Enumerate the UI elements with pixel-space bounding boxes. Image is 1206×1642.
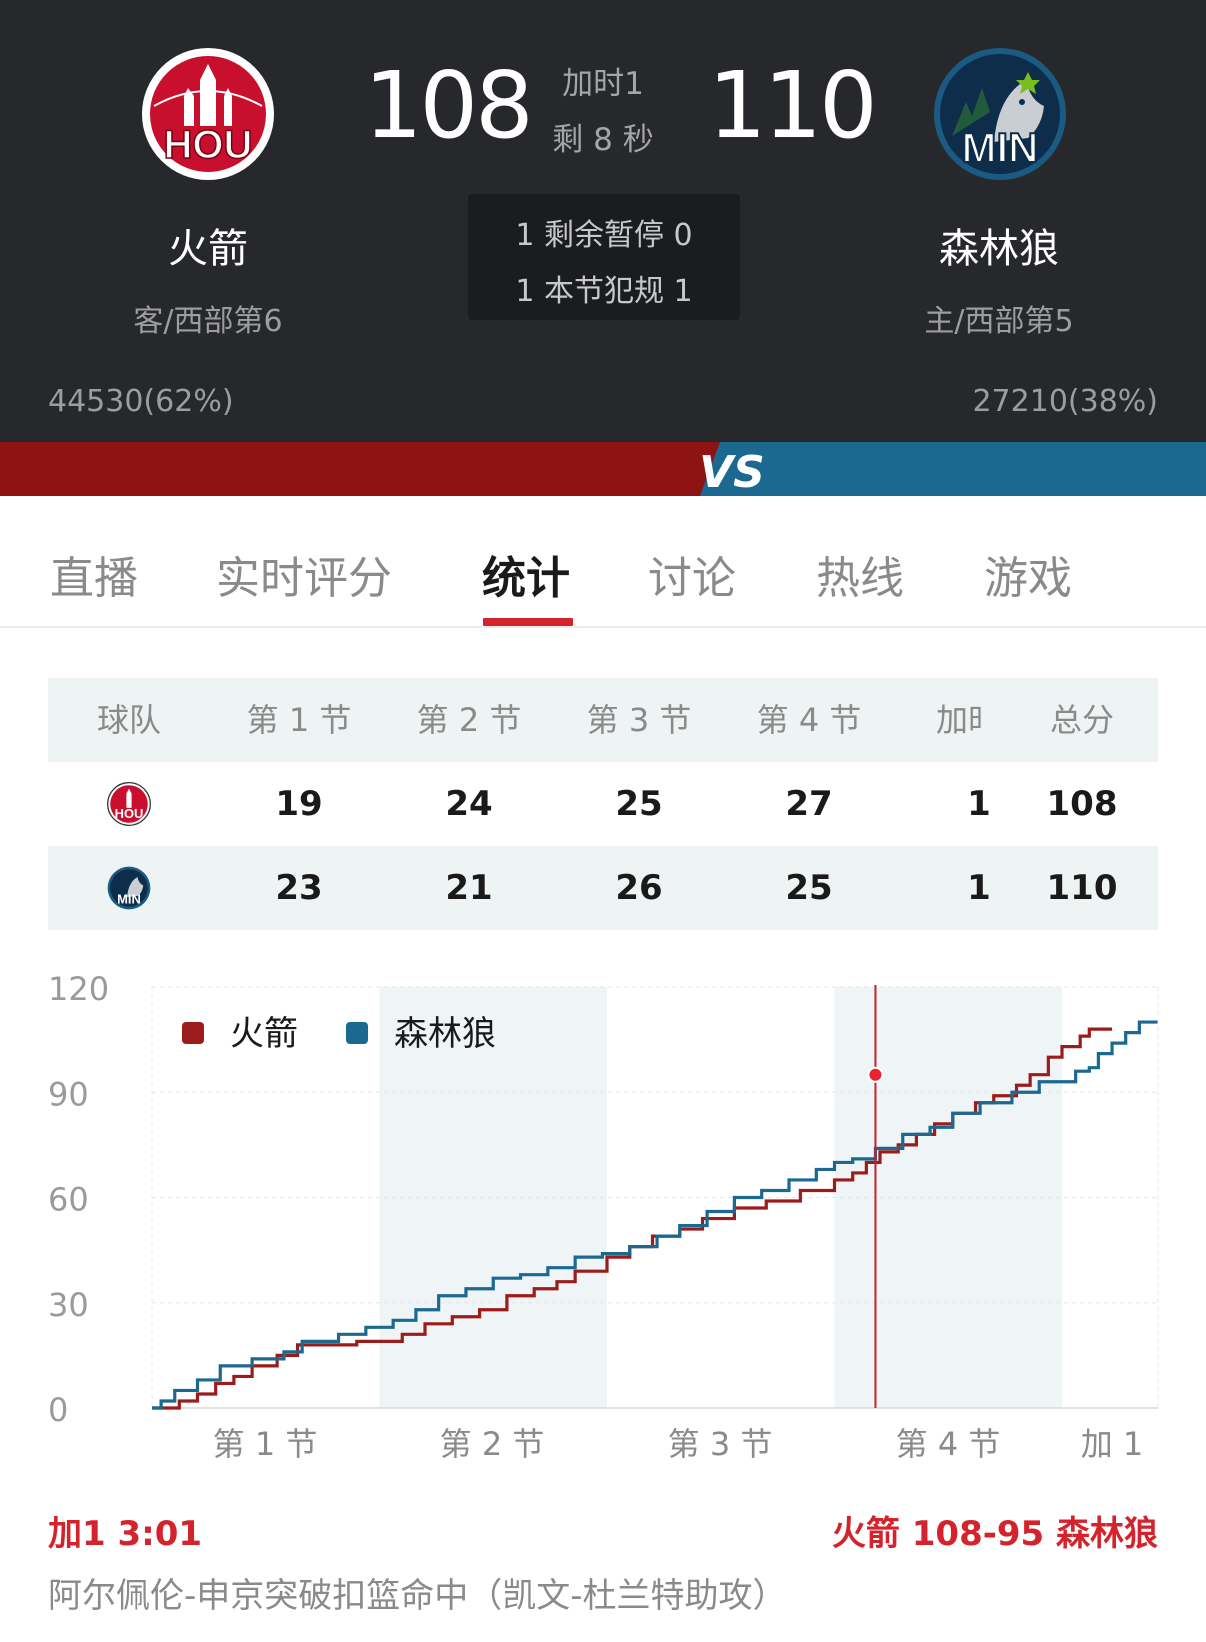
away-team-name[interactable]: 火箭 (168, 226, 248, 272)
timberwolves-logo-icon[interactable]: MIN (932, 46, 1068, 182)
svg-text:HOU: HOU (115, 806, 144, 821)
home-q1: 23 (275, 868, 323, 908)
away-q1: 19 (275, 784, 323, 824)
svg-text:HOU: HOU (164, 123, 253, 167)
period-label: 加时1 (562, 66, 644, 102)
away-team-standing: 客/西部第6 (133, 304, 283, 339)
x-period-label: 第 2 节 (440, 1425, 545, 1463)
x-period-label: 第 1 节 (213, 1425, 318, 1463)
y-tick-label: 120 (48, 970, 109, 1008)
rockets-mini-logo-icon: HOU (107, 782, 151, 826)
away-score: 108 (364, 52, 534, 159)
timberwolves-mini-logo-icon: MIN (107, 866, 151, 910)
home-total: 110 (1046, 868, 1118, 908)
away-ot: 1 (967, 784, 991, 824)
table-row: HOU 19 24 25 27 1 108 (48, 762, 1158, 846)
tab-discussion[interactable]: 讨论 (648, 553, 736, 604)
timberwolves-score-line (152, 1020, 1158, 1410)
x-period-label: 第 3 节 (668, 1425, 773, 1463)
active-tab-indicator (483, 618, 573, 626)
y-tick-label: 30 (48, 1286, 89, 1324)
tab-live[interactable]: 直播 (50, 553, 138, 604)
legend-swatch (346, 1022, 368, 1044)
home-score: 110 (708, 52, 878, 159)
x-period-label: 加 1 (1081, 1425, 1144, 1463)
header-q3: 第 3 节 (586, 701, 692, 739)
home-support-count[interactable]: 27210(38%) (972, 384, 1158, 419)
svg-text:MIN: MIN (117, 892, 141, 907)
event-marker-dot (867, 1066, 884, 1083)
game-header: HOU MIN 火箭 森林狼 客/西部第6 主/西部第5 108 110 加时1… (0, 0, 1206, 442)
tab-hotline[interactable]: 热线 (816, 553, 904, 604)
header-q2: 第 2 节 (416, 701, 522, 739)
header-q4: 第 4 节 (756, 701, 862, 739)
away-q4: 27 (785, 784, 833, 824)
header-team: 球队 (96, 701, 161, 739)
away-q2: 24 (445, 784, 493, 824)
table-header-row: 球队 第 1 节 第 2 节 第 3 节 第 4 节 加时 总分 (48, 678, 1158, 762)
away-q3: 25 (615, 784, 663, 824)
x-period-label: 第 4 节 (896, 1425, 1001, 1463)
home-team-name[interactable]: 森林狼 (939, 226, 1059, 272)
table-row: MIN 23 21 26 25 1 110 (48, 846, 1158, 930)
y-tick-label: 0 (48, 1391, 68, 1429)
tab-ratings[interactable]: 实时评分 (216, 553, 392, 604)
tab-stats[interactable]: 统计 (482, 553, 570, 604)
period-fouls: 1 本节犯规 1 (515, 274, 693, 309)
legend-label: 森林狼 (394, 1014, 496, 1054)
home-team-standing: 主/西部第5 (924, 304, 1074, 339)
away-support-count[interactable]: 44530(62%) (48, 384, 234, 419)
event-description: 阿尔佩伦-申京突破扣篮命中（凯文-杜兰特助攻） (48, 1576, 787, 1616)
legend-label: 火箭 (230, 1014, 298, 1054)
legend-swatch (182, 1022, 204, 1044)
header-total: 总分 (1049, 701, 1114, 739)
y-tick-label: 90 (48, 1075, 89, 1113)
away-total: 108 (1046, 784, 1118, 824)
vs-support-bar: VS (0, 442, 1206, 496)
home-q4: 25 (785, 868, 833, 908)
tab-bar (0, 496, 1206, 628)
away-support-bar (0, 442, 730, 496)
rockets-logo-icon[interactable]: HOU (140, 46, 276, 182)
vs-label: VS (699, 447, 765, 496)
home-q2: 21 (445, 868, 493, 908)
home-support-bar (700, 442, 1206, 496)
tab-games[interactable]: 游戏 (984, 553, 1072, 604)
svg-text:MIN: MIN (962, 124, 1039, 171)
event-score: 火箭 108-95 森林狼 (831, 1514, 1158, 1554)
header-ot: 加时 (936, 701, 982, 739)
header-q1: 第 1 节 (246, 701, 352, 739)
time-remaining: 剩 8 秒 (552, 122, 654, 158)
timeouts-fouls-box: 1 剩余暂停 0 1 本节犯规 1 (468, 194, 740, 320)
home-ot: 1 (967, 868, 991, 908)
home-q3: 26 (615, 868, 663, 908)
score-trend-chart[interactable]: 0 30 60 90 120 第 1 节 第 2 节 第 3 节 第 4 节 加 1 火箭 森林狼 (0, 960, 1206, 1480)
event-time: 加1 3:01 (48, 1514, 203, 1554)
y-tick-label: 60 (48, 1181, 89, 1219)
timeouts-remaining: 1 剩余暂停 0 (515, 218, 693, 253)
